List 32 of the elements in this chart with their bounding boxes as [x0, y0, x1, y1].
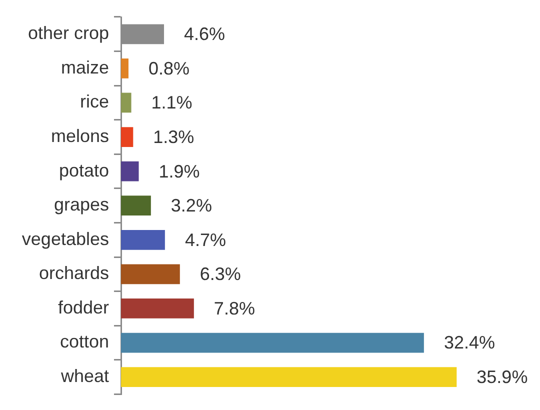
bar: [121, 230, 165, 250]
bar: [121, 367, 457, 387]
y-tick-label: maize: [60, 57, 109, 78]
y-tick-label: fodder: [58, 297, 109, 318]
data-label: 3.2%: [170, 196, 212, 216]
data-label: 6.3%: [200, 264, 241, 284]
y-tick-label: wheat: [60, 366, 109, 386]
y-tick-label: orchards: [38, 263, 109, 284]
y-tick-label: potato: [58, 160, 109, 180]
bar: [121, 196, 151, 216]
data-label: 7.8%: [214, 298, 255, 318]
y-tick-label: rice: [80, 92, 109, 112]
bar: [121, 92, 132, 113]
bar: [121, 298, 194, 318]
y-tick-label: other crop: [28, 23, 109, 44]
data-label: 32.4%: [444, 332, 495, 353]
bar: [121, 58, 128, 78]
bar: [121, 127, 134, 147]
y-tick-label: grapes: [54, 194, 109, 215]
data-label: 1.3%: [153, 126, 194, 147]
data-label: 35.9%: [476, 367, 528, 388]
data-label: 1.1%: [151, 92, 192, 113]
bar: [121, 264, 180, 284]
data-label: 1.9%: [158, 161, 200, 182]
data-label: 4.6%: [184, 24, 226, 44]
data-label: 0.8%: [148, 58, 190, 78]
data-label: 4.7%: [184, 230, 226, 250]
bar: [121, 161, 139, 182]
y-tick-label: cotton: [60, 332, 109, 352]
y-tick-label: vegetables: [22, 228, 109, 249]
bar: [121, 332, 424, 353]
y-tick-label: melons: [50, 126, 109, 146]
